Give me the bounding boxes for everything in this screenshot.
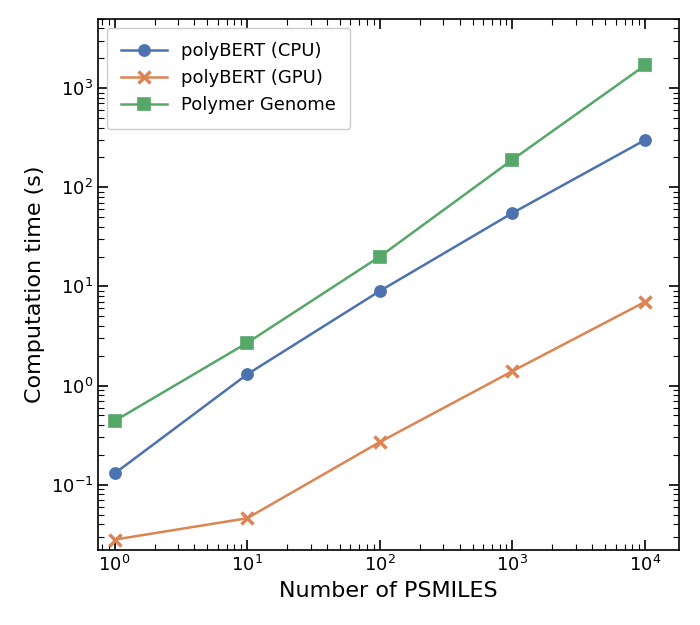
polyBERT (GPU) — [376, 438, 384, 446]
Polymer Genome — [376, 253, 384, 261]
Polymer Genome — [508, 156, 517, 163]
polyBERT (CPU) — [376, 288, 384, 295]
Legend: polyBERT (CPU), polyBERT (GPU), Polymer Genome: polyBERT (CPU), polyBERT (GPU), Polymer … — [107, 28, 351, 129]
Polymer Genome — [641, 61, 650, 69]
polyBERT (GPU) — [243, 514, 251, 522]
X-axis label: Number of PSMILES: Number of PSMILES — [279, 581, 498, 601]
Line: polyBERT (CPU): polyBERT (CPU) — [109, 134, 651, 479]
Y-axis label: Computation time (s): Computation time (s) — [25, 166, 45, 403]
Line: Polymer Genome: Polymer Genome — [109, 59, 651, 426]
polyBERT (GPU) — [508, 368, 517, 375]
polyBERT (CPU) — [641, 136, 650, 144]
polyBERT (GPU) — [111, 536, 119, 543]
polyBERT (CPU) — [243, 371, 251, 378]
Polymer Genome — [243, 339, 251, 347]
Polymer Genome — [111, 418, 119, 425]
polyBERT (CPU) — [508, 209, 517, 217]
polyBERT (GPU) — [641, 298, 650, 306]
Line: polyBERT (GPU): polyBERT (GPU) — [108, 296, 652, 546]
polyBERT (CPU) — [111, 470, 119, 478]
